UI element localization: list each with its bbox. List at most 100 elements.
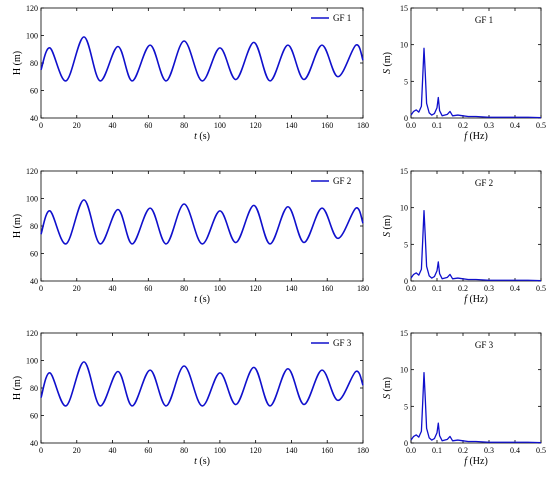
panel-2-x-tick-label: 0.5 xyxy=(536,121,546,130)
panel-1-x-tick-label: 180 xyxy=(357,121,369,130)
panel-4-x-tick-label: 0.4 xyxy=(510,284,520,293)
panel-2-series-line xyxy=(410,47,542,119)
panel-4-x-tick-label: 0.2 xyxy=(458,284,468,293)
panel-6-x-axis-label: f (Hz) xyxy=(464,456,488,467)
panel-6-x-tick-label: 0.0 xyxy=(406,446,416,455)
panel-1-x-tick-label: 120 xyxy=(250,121,262,130)
panel-2-x-tick-label: 0.1 xyxy=(432,121,442,130)
panel-3-x-tick-label: 180 xyxy=(357,284,369,293)
panel-6-series-line xyxy=(410,371,542,444)
panel-6-x-tick-label: 0.1 xyxy=(432,446,442,455)
panel-3-x-tick-label: 60 xyxy=(144,284,152,293)
panel-3-x-tick-label: 20 xyxy=(73,284,81,293)
panel-2-frame xyxy=(410,7,542,119)
panel-3-frame xyxy=(40,170,364,282)
panel-5-x-tick-label: 140 xyxy=(285,446,297,455)
panel-1-x-tick-label: 160 xyxy=(321,121,333,130)
panel-1-x-tick-label: 0 xyxy=(39,121,43,130)
panel-2-x-tick-label: 0.2 xyxy=(458,121,468,130)
panel-3-x-tick-label: 80 xyxy=(180,284,188,293)
panel-1-y-tick-label: 120 xyxy=(26,4,38,13)
panel-4-x-tick-label: 0.1 xyxy=(432,284,442,293)
panel-5-x-tick-label: 20 xyxy=(73,446,81,455)
panel-3-y-axis-label: H (m) xyxy=(12,214,23,238)
panel-3-x-tick-label: 140 xyxy=(285,284,297,293)
panel-2-x-tick-label: 0.0 xyxy=(406,121,416,130)
panel-1-y-tick-label: 60 xyxy=(30,87,38,96)
panel-1-x-tick-label: 100 xyxy=(214,121,226,130)
panel-5-y-tick-label: 40 xyxy=(30,439,38,448)
panel-1-legend-label: GF 1 xyxy=(333,13,351,23)
panel-1-x-tick-label: 40 xyxy=(109,121,117,130)
panel-4-x-axis-label: f (Hz) xyxy=(464,294,488,305)
panel-1-y-axis-label: H (m) xyxy=(12,51,23,75)
panel-3-y-tick-label: 40 xyxy=(30,277,38,286)
panel-4-y-axis-label: S (m) xyxy=(382,215,393,237)
panel-1-frame xyxy=(40,7,364,119)
panel-3-x-tick-label: 120 xyxy=(250,284,262,293)
panel-2-y-tick-label: 10 xyxy=(400,41,408,50)
panel-5-x-tick-label: 60 xyxy=(144,446,152,455)
panel-6-x-tick-label: 0.5 xyxy=(536,446,546,455)
panel-2-x-axis-label: f (Hz) xyxy=(464,131,488,142)
panel-5-frame xyxy=(40,332,364,444)
panel-5-x-tick-label: 40 xyxy=(109,446,117,455)
panel-5-x-tick-label: 160 xyxy=(321,446,333,455)
panel-5-x-tick-label: 120 xyxy=(250,446,262,455)
panel-3-y-tick-label: 100 xyxy=(26,195,38,204)
panel-3-x-tick-label: 100 xyxy=(214,284,226,293)
panel-6-x-tick-label: 0.3 xyxy=(484,446,494,455)
panel-4-x-tick-label: 0.5 xyxy=(536,284,546,293)
panel-3-x-tick-label: 0 xyxy=(39,284,43,293)
panel-4-y-tick-label: 15 xyxy=(400,167,408,176)
panel-5-x-tick-label: 100 xyxy=(214,446,226,455)
panel-6-y-tick-label: 0 xyxy=(404,439,408,448)
panel-4-y-tick-label: 10 xyxy=(400,204,408,213)
panel-6-x-tick-label: 0.4 xyxy=(510,446,520,455)
panel-6-frame xyxy=(410,332,542,444)
panel-1-x-tick-label: 60 xyxy=(144,121,152,130)
panel-5-x-tick-label: 180 xyxy=(357,446,369,455)
panel-1-y-tick-label: 40 xyxy=(30,114,38,123)
panel-6-x-tick-label: 0.2 xyxy=(458,446,468,455)
panel-3-x-axis-label: t (s) xyxy=(194,294,210,305)
panel-6-y-axis-label: S (m) xyxy=(382,377,393,399)
panel-1-series-line xyxy=(40,36,364,82)
panel-6-y-tick-label: 5 xyxy=(404,402,408,411)
panel-6-y-tick-label: 15 xyxy=(400,329,408,338)
panel-4-y-tick-label: 5 xyxy=(404,240,408,249)
panel-5-y-tick-label: 60 xyxy=(30,412,38,421)
panel-2-y-tick-label: 0 xyxy=(404,114,408,123)
panel-5-y-axis-label: H (m) xyxy=(12,376,23,400)
panel-1-x-axis-label: t (s) xyxy=(194,131,210,142)
panel-3-x-tick-label: 40 xyxy=(109,284,117,293)
panel-5-x-tick-label: 0 xyxy=(39,446,43,455)
panel-2-x-tick-label: 0.3 xyxy=(484,121,494,130)
panel-3-y-tick-label: 80 xyxy=(30,222,38,231)
panel-3-x-tick-label: 160 xyxy=(321,284,333,293)
panel-4-title: GF 2 xyxy=(475,178,493,188)
panel-4-x-tick-label: 0.3 xyxy=(484,284,494,293)
panel-5-legend-label: GF 3 xyxy=(333,338,352,348)
panel-1-x-tick-label: 80 xyxy=(180,121,188,130)
panel-5-series-line xyxy=(40,361,364,407)
panel-6-title: GF 3 xyxy=(475,340,494,350)
panel-4-frame xyxy=(410,170,542,282)
panel-1-x-tick-label: 20 xyxy=(73,121,81,130)
panel-1-y-tick-label: 80 xyxy=(30,59,38,68)
panel-2-x-tick-label: 0.4 xyxy=(510,121,520,130)
panel-5-y-tick-label: 80 xyxy=(30,384,38,393)
panel-2-title: GF 1 xyxy=(475,15,493,25)
panel-4-x-tick-label: 0.0 xyxy=(406,284,416,293)
panel-4-series-line xyxy=(410,209,542,282)
panel-1-y-tick-label: 100 xyxy=(26,32,38,41)
panel-5-y-tick-label: 100 xyxy=(26,357,38,366)
panel-5-x-tick-label: 80 xyxy=(180,446,188,455)
panel-3-y-tick-label: 60 xyxy=(30,250,38,259)
panel-5-y-tick-label: 120 xyxy=(26,329,38,338)
panel-2-y-tick-label: 5 xyxy=(404,77,408,86)
panel-1-x-tick-label: 140 xyxy=(285,121,297,130)
panel-4-y-tick-label: 0 xyxy=(404,277,408,286)
